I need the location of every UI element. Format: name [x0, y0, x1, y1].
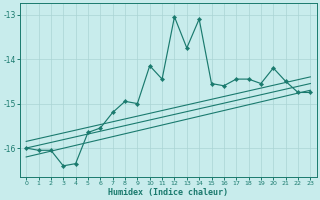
X-axis label: Humidex (Indice chaleur): Humidex (Indice chaleur) [108, 188, 228, 197]
